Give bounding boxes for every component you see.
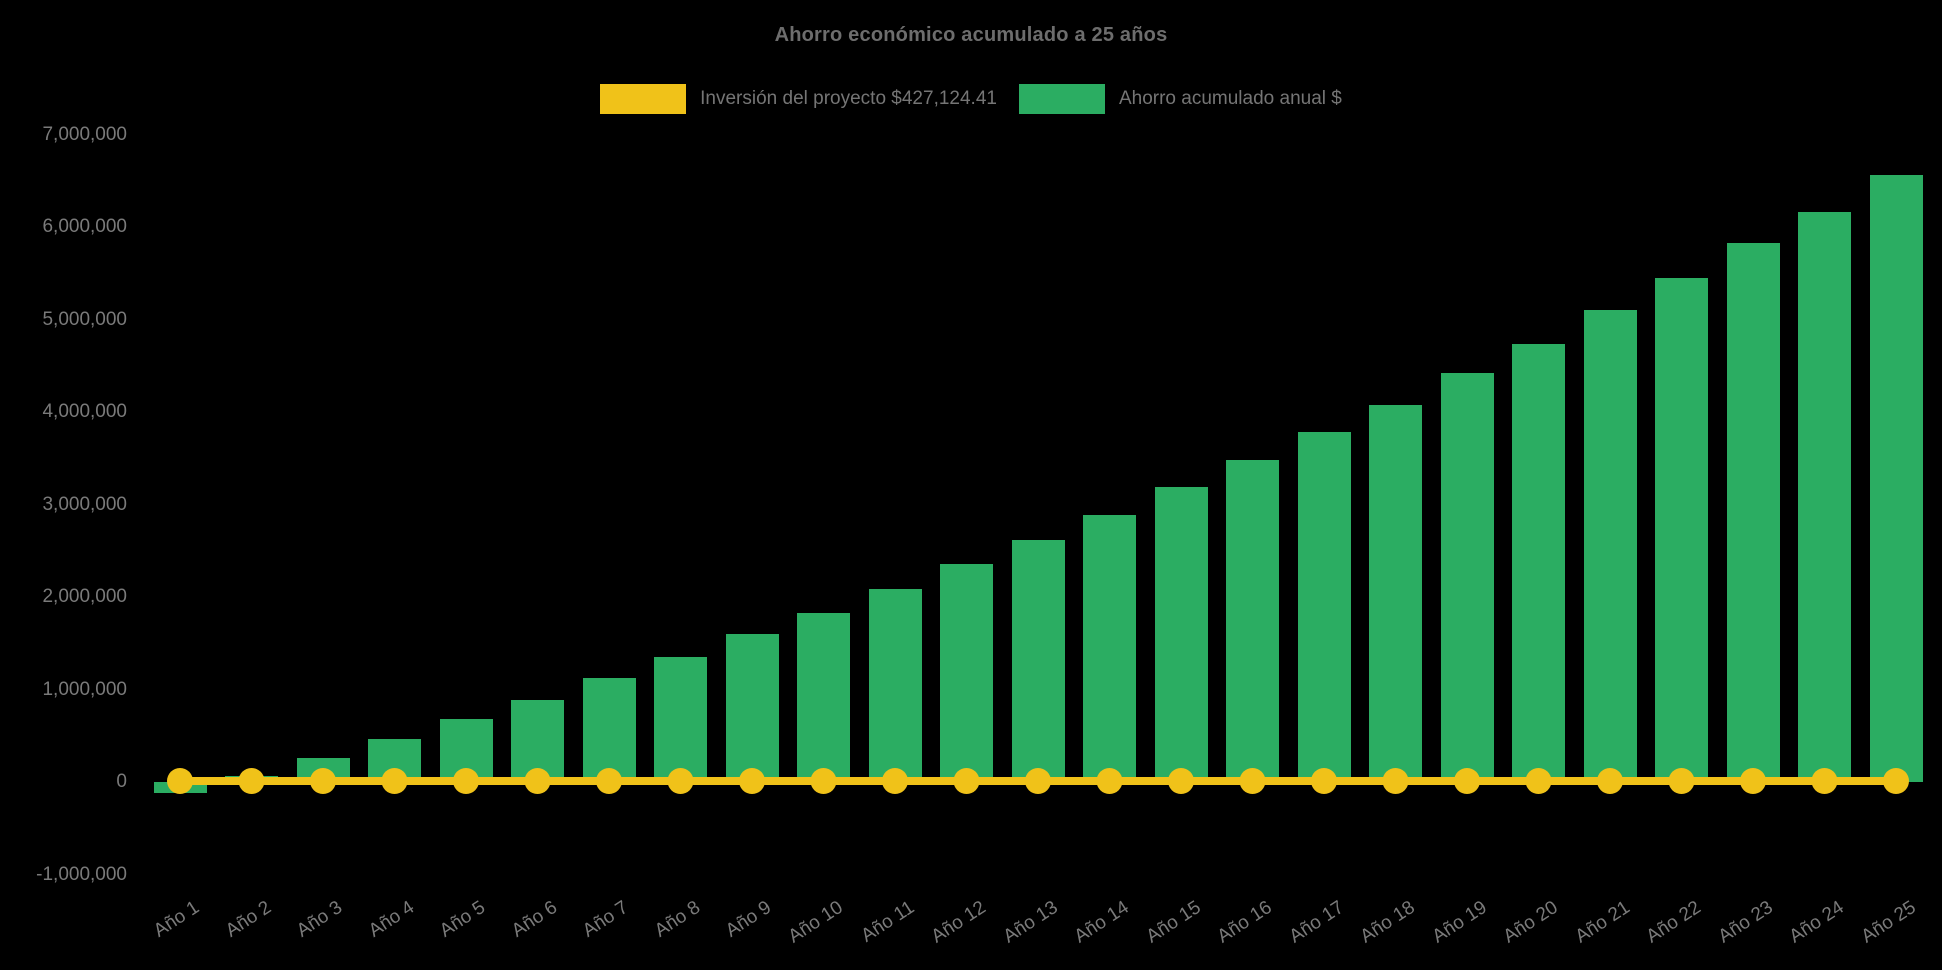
line-marker [1096,768,1123,794]
y-axis-tick-label: 3,000,000 [42,493,127,515]
line-marker [1239,768,1266,794]
line-marker [524,768,551,794]
bar [582,678,636,782]
line-marker [1740,768,1766,794]
bar [1869,175,1923,782]
bar [1011,539,1065,782]
legend-swatch-savings [1018,84,1105,114]
y-axis-tick-label: 6,000,000 [42,216,127,237]
line-marker [167,768,193,794]
line-marker [310,768,336,794]
chart-title: Ahorro económico acumulado a 25 años [774,24,1168,46]
bar [1226,460,1279,782]
line-marker [1597,768,1623,794]
y-axis-tick-label: 2,000,000 [42,586,127,607]
line-marker [1025,768,1051,794]
bar [1369,404,1422,782]
line-marker [882,768,908,794]
bar [725,634,779,782]
bar [1798,212,1851,782]
bar [1583,310,1637,782]
line-marker [810,768,837,794]
bar [1655,277,1708,782]
bar [654,657,707,782]
line-marker [1883,768,1909,794]
legend: Inversión del proyecto $427,124.41 Ahorr… [0,84,1942,114]
line-marker [667,768,694,794]
line-marker [953,768,980,794]
line-marker [1811,768,1838,794]
bar [1297,432,1351,782]
bar [1726,242,1780,782]
line-marker [1525,768,1552,794]
y-axis-tick-label: 7,000,000 [42,123,127,145]
bar [1440,373,1494,782]
y-axis-tick-label: 4,000,000 [42,401,127,422]
line-marker [1311,768,1337,794]
bar [868,588,922,782]
line-marker [1382,768,1409,794]
y-axis-tick-label: 1,000,000 [42,678,127,700]
legend-label-investment: Inversión del proyecto $427,124.41 [700,88,997,109]
line-marker [1168,768,1194,794]
legend-swatch-investment [600,84,687,114]
line-marker [596,768,622,794]
line-marker [1454,768,1480,794]
bar [1083,514,1136,782]
line-marker [238,768,265,794]
legend-item-savings: Ahorro acumulado anual $ [1018,84,1342,114]
y-axis-tick-label: -1,000,000 [36,863,127,885]
y-axis-tick-label: 5,000,000 [42,308,127,330]
bar [1154,486,1208,782]
line-marker [453,768,479,794]
y-axis-tick-label: 0 [116,771,127,792]
bar [797,612,850,782]
line-marker [1668,768,1695,794]
line-marker [381,768,408,794]
legend-label-savings: Ahorro acumulado anual $ [1118,88,1342,109]
bar [940,563,993,782]
legend-item-investment: Inversión del proyecto $427,124.41 [600,84,997,114]
bar [1512,343,1565,782]
line-marker [739,768,765,794]
